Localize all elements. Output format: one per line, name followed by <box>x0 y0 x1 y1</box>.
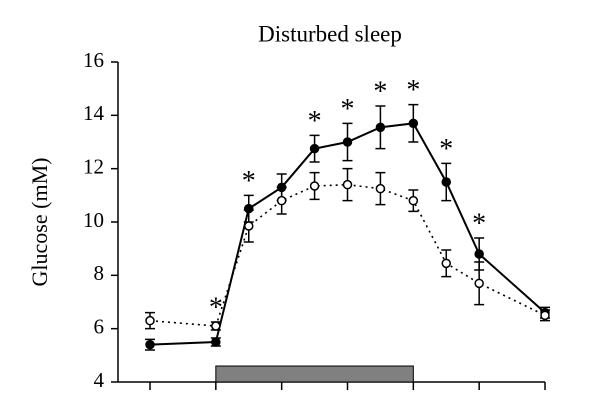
significance-marker: * <box>308 106 322 137</box>
significance-marker: * <box>341 94 355 125</box>
y-tick-label: 8 <box>94 261 105 285</box>
point <box>408 195 419 206</box>
point <box>540 310 550 321</box>
point <box>441 177 451 187</box>
point <box>474 278 484 289</box>
point <box>145 315 155 326</box>
significance-marker: * <box>406 75 420 106</box>
point <box>375 183 386 194</box>
point <box>408 118 419 129</box>
y-tick-label: 16 <box>83 48 104 72</box>
point <box>276 195 287 206</box>
y-tick-label: 6 <box>94 314 105 338</box>
significance-marker: * <box>439 134 453 165</box>
point <box>309 143 320 154</box>
point <box>244 221 254 231</box>
point <box>211 321 221 331</box>
y-tick-label: 10 <box>83 208 104 232</box>
y-tick-label: 4 <box>94 368 105 392</box>
point <box>211 337 221 347</box>
y-tick-label: 12 <box>83 154 104 178</box>
sleep-bar <box>215 365 414 383</box>
point <box>342 179 353 190</box>
point <box>342 137 353 147</box>
y-tick-label: 14 <box>83 101 105 125</box>
significance-marker: * <box>209 292 223 323</box>
significance-marker: * <box>472 208 486 239</box>
point <box>441 258 451 269</box>
point <box>474 249 484 259</box>
chart-title: Disturbed sleep <box>258 21 402 46</box>
point <box>309 181 320 191</box>
significance-marker: * <box>373 76 387 107</box>
y-axis-label: Glucose (mM) <box>27 158 52 287</box>
point <box>145 339 155 350</box>
series-line <box>149 183 546 327</box>
point <box>375 122 386 133</box>
significance-marker: * <box>242 166 256 197</box>
